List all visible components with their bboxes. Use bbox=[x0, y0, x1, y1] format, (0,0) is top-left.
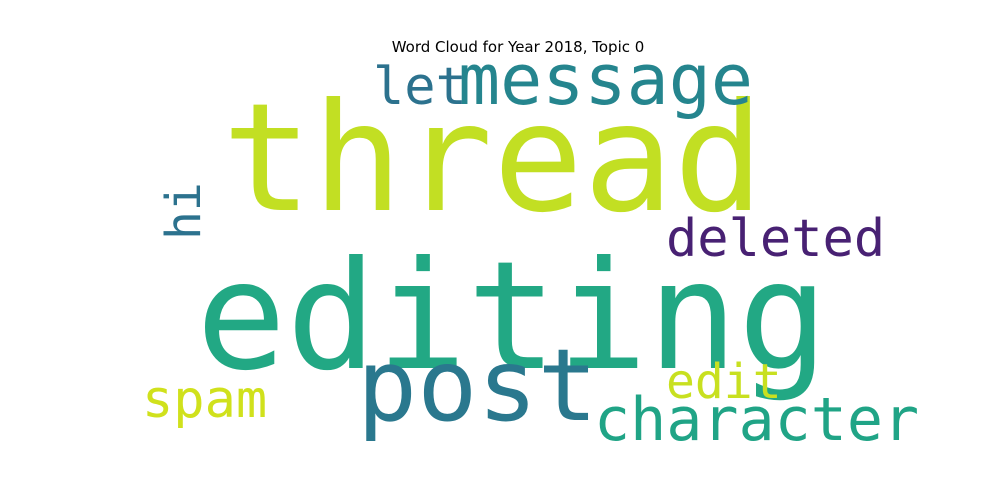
word-post: post bbox=[357, 327, 598, 444]
word-deleted: deleted bbox=[666, 209, 885, 269]
word-spam: spam bbox=[142, 370, 267, 430]
word-message: message bbox=[458, 39, 753, 121]
word-edit: edit bbox=[666, 354, 782, 410]
word-thread: thread bbox=[222, 72, 764, 246]
word-let: let bbox=[373, 57, 467, 117]
word-editing: editing bbox=[196, 230, 828, 404]
chart-title: Word Cloud for Year 2018, Topic 0 bbox=[392, 38, 645, 56]
word-hi: hi bbox=[156, 182, 212, 240]
word-character: character bbox=[594, 385, 919, 455]
